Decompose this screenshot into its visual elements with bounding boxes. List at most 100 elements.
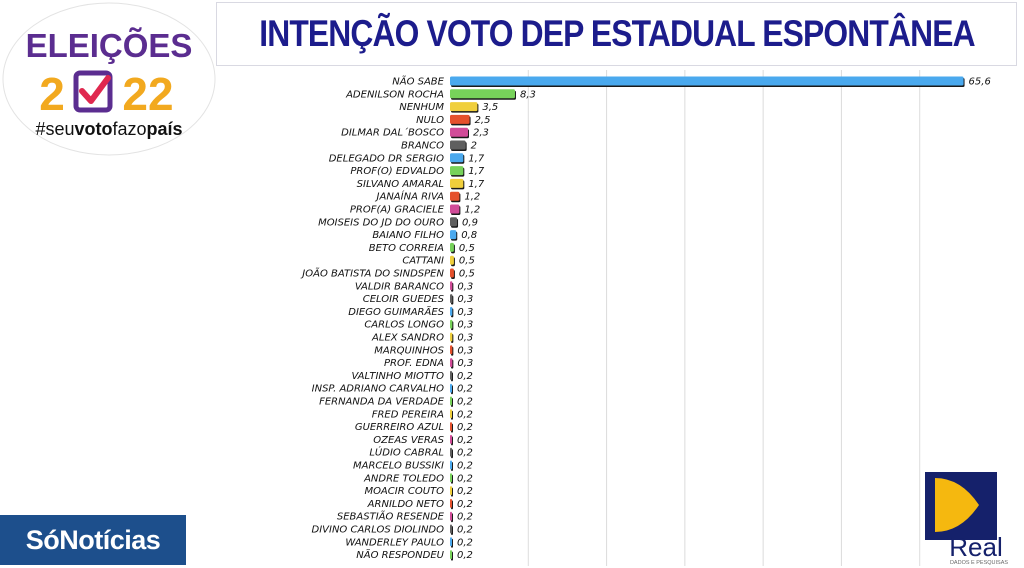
category-label: MOISEIS DO JD DO OURO [318, 217, 444, 228]
category-label: PROF(A) GRACIELE [350, 205, 445, 216]
value-label: 0,2 [457, 371, 473, 382]
value-label: 0,2 [457, 422, 473, 433]
category-label: BETO CORREIA [369, 243, 444, 254]
bar [450, 332, 453, 342]
bar [450, 127, 469, 137]
value-label: 1,7 [468, 179, 485, 190]
bar [450, 306, 453, 316]
news-brand-badge: SóNotícias [0, 515, 186, 565]
category-label: OZEAS VERAS [373, 435, 444, 446]
value-label: 3,5 [482, 102, 498, 113]
value-label: 0,5 [459, 269, 475, 280]
value-label: 0,3 [457, 294, 473, 305]
value-label: 2,3 [473, 128, 489, 139]
bar [450, 204, 460, 214]
value-label: 1,2 [464, 192, 480, 203]
category-label: NÃO SABE [392, 75, 444, 88]
category-label: VALDIR BARANCO [355, 281, 444, 292]
value-label: 1,7 [468, 166, 485, 177]
bar [450, 76, 964, 86]
elections-year-first-digit: 2 [39, 68, 65, 120]
value-label: 0,3 [457, 358, 473, 369]
category-label: MARCELO BUSSIKI [353, 461, 444, 472]
category-label: BAIANO FILHO [372, 230, 444, 241]
value-label: 0,8 [461, 230, 477, 241]
ballot-check-icon [73, 70, 113, 113]
category-label: SEBASTIÃO RESENDE [337, 510, 445, 523]
value-label: 0,2 [457, 486, 473, 497]
value-labels: 65,68,33,52,52,321,71,71,71,21,20,90,80,… [457, 77, 991, 562]
value-label: 65,6 [969, 77, 991, 88]
category-label: GUERREIRO AZUL [355, 422, 444, 433]
category-label: CARLOS LONGO [364, 320, 444, 331]
chart-title: INTENÇÃO VOTO DEP ESTADUAL ESPONTÂNEA [258, 13, 975, 54]
bar [450, 396, 452, 406]
value-label: 0,2 [457, 525, 473, 536]
category-label: FRED PEREIRA [372, 409, 444, 420]
bar [450, 140, 466, 150]
bar [450, 550, 452, 560]
bar [450, 268, 454, 278]
category-label: BRANCO [401, 141, 444, 152]
bar [450, 486, 452, 496]
value-label: 8,3 [520, 89, 536, 100]
bar [450, 498, 452, 508]
bar [450, 409, 452, 419]
value-label: 0,2 [457, 409, 473, 420]
value-label: 0,2 [457, 473, 473, 484]
value-label: 0,5 [459, 256, 475, 267]
bar [450, 178, 464, 188]
value-label: 0,9 [462, 217, 478, 228]
bar [450, 537, 452, 547]
value-label: 0,2 [457, 397, 473, 408]
bar [450, 114, 470, 124]
news-brand-text: SóNotícias [25, 524, 161, 555]
category-label: PROF. EDNA [384, 358, 444, 369]
category-label: CELOIR GUEDES [363, 294, 445, 305]
bar [450, 370, 452, 380]
category-label: NÃO RESPONDEU [356, 548, 444, 561]
title-box: INTENÇÃO VOTO DEP ESTADUAL ESPONTÂNEA [216, 2, 1017, 66]
category-label: MARQUINHOS [374, 345, 444, 356]
bar [450, 230, 457, 240]
category-label: ADENILSON ROCHA [345, 89, 444, 100]
category-label: ALEX SANDRO [371, 333, 444, 344]
bar [450, 89, 515, 99]
value-label: 0,2 [457, 435, 473, 446]
value-label: 0,2 [457, 499, 473, 510]
category-label: ARNILDO NETO [367, 499, 444, 510]
bar [450, 447, 452, 457]
bar [450, 345, 453, 355]
category-label: NENHUM [399, 102, 444, 113]
category-label: DIVINO CARLOS DIOLINDO [312, 525, 445, 536]
category-label: NULO [416, 115, 444, 126]
category-label: DILMAR DAL´BOSCO [341, 127, 444, 139]
value-label: 1,7 [468, 153, 485, 164]
logo-play-shape [935, 478, 979, 532]
bar [450, 217, 458, 227]
bar [450, 153, 464, 163]
bar [450, 319, 453, 329]
bars [450, 76, 965, 561]
value-label: 0,2 [457, 550, 473, 561]
value-label: 0,3 [457, 345, 473, 356]
category-label: DELEGADO DR SERGIO [329, 153, 444, 164]
value-label: 0,3 [457, 281, 473, 292]
category-label: JOÃO BATISTA DO SINDSPEN [300, 267, 444, 280]
real-institute-logo: Real DADOS E PESQUISAS [921, 470, 1021, 566]
institute-tagline: DADOS E PESQUISAS [950, 560, 1008, 566]
category-label: VALTINHO MIOTTO [351, 371, 444, 382]
category-label: WANDERLEY PAULO [345, 537, 444, 548]
bar [450, 242, 454, 252]
bar [450, 166, 464, 176]
value-label: 0,2 [457, 448, 473, 459]
category-label: ANDRE TOLEDO [363, 473, 444, 484]
value-label: 0,5 [459, 243, 475, 254]
category-label: DIEGO GUIMARÃES [348, 305, 444, 318]
category-label: LÚDIO CABRAL [369, 446, 444, 459]
category-label: FERNANDA DA VERDADE [319, 397, 445, 408]
value-label: 0,2 [457, 537, 473, 548]
bar [450, 524, 452, 534]
